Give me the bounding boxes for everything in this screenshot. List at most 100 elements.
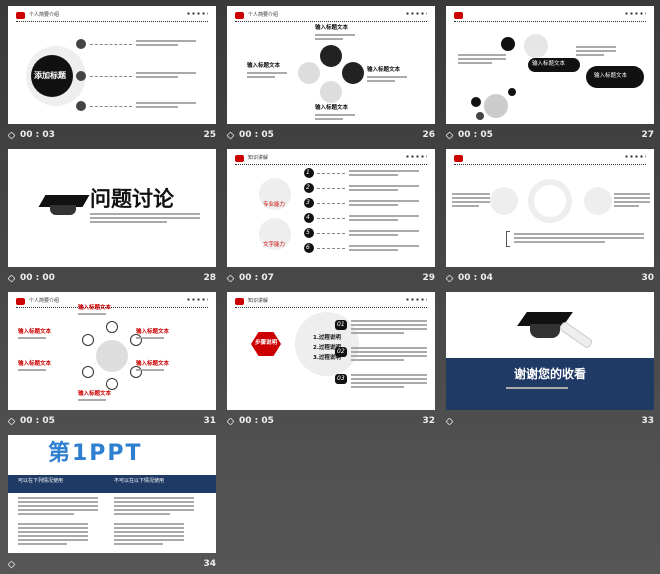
text-line — [458, 58, 506, 60]
text-line — [136, 76, 178, 78]
circle — [76, 101, 86, 111]
text-line — [136, 44, 178, 46]
slide-thumbnail[interactable]: 问题讨论 — [8, 149, 216, 267]
circle — [476, 112, 484, 120]
text-line — [452, 197, 490, 199]
circle — [584, 187, 612, 215]
text-line — [349, 170, 419, 172]
step-badge — [335, 347, 347, 357]
text-line — [576, 46, 616, 48]
transition-icon — [226, 131, 235, 140]
text-line — [614, 205, 640, 207]
circle — [320, 81, 342, 103]
label: 2.过程说明 — [313, 345, 341, 351]
slide-thumbnail[interactable]: 知识讲解 专业能力 文字能力 1 2 3 4 5 6 — [227, 149, 435, 267]
label: 输入标题文本 — [78, 391, 112, 397]
label: 不可以在以下情况使用 — [114, 478, 165, 484]
text-line — [351, 359, 405, 361]
circle — [501, 37, 515, 51]
step: 3 — [306, 199, 310, 206]
step: 1 — [306, 169, 310, 176]
timing: 00 : 04 — [458, 273, 493, 283]
slide-number: 30 — [641, 273, 654, 283]
arrow — [317, 218, 345, 219]
slide-number: 33 — [641, 416, 654, 426]
timing: 00 : 03 — [20, 130, 55, 140]
header-icon — [235, 155, 244, 162]
brace — [506, 231, 510, 247]
band — [446, 358, 654, 410]
step: 02 — [337, 348, 345, 355]
text-line — [349, 234, 398, 236]
text-line — [349, 189, 398, 191]
header-rule — [235, 21, 427, 22]
scroll — [558, 320, 594, 350]
text-line — [351, 355, 427, 357]
text-line — [576, 54, 604, 56]
text-line — [114, 523, 184, 525]
cap-base — [50, 205, 76, 215]
text-line — [351, 332, 405, 334]
slide-number: 28 — [203, 273, 216, 283]
header-dots — [186, 298, 208, 301]
transition-icon — [7, 274, 16, 283]
label: 输入标题文本 — [315, 25, 349, 31]
slide-thumbnail[interactable]: 个人简要介绍 添加标题 — [8, 6, 216, 124]
text-line — [315, 38, 343, 40]
text-line — [452, 201, 490, 203]
arrow — [317, 203, 345, 204]
text-line — [351, 386, 405, 388]
label: 输入标题文本 — [18, 329, 52, 335]
slide-thumbnail[interactable]: 个人简要介绍 输入标题文本 输入标题文本 输入标题文本 输入标题文本 输入标题文本 输入标题… — [8, 292, 216, 410]
header-icon — [454, 155, 463, 162]
circle — [471, 97, 481, 107]
text-line — [18, 369, 46, 371]
slide-thumbnail[interactable] — [446, 149, 654, 267]
slide-thumbnail[interactable]: 谢谢您的收看 — [446, 292, 654, 410]
label: 输入标题文本 — [315, 105, 349, 111]
slide-thumbnail[interactable]: 知识讲解 步骤说明 1.过程说明 2.过程说明 3.过程说明 01 02 03 — [227, 292, 435, 410]
text-line — [114, 527, 184, 529]
transition-icon — [445, 131, 454, 140]
text-line — [18, 543, 67, 545]
slide-thumbnail[interactable]: 输入标题文本 输入标题文本 — [446, 6, 654, 124]
transition-icon — [445, 274, 454, 283]
header-dots — [186, 12, 208, 15]
circle — [31, 55, 73, 97]
transition-icon — [445, 417, 454, 426]
slide-thumbnail[interactable]: 第1PPT 可以在下列情况使用 不可以在以下情况使用 — [8, 435, 216, 553]
circle — [524, 34, 548, 58]
slide-title: 步骤说明 — [255, 340, 278, 346]
step: 2 — [306, 184, 310, 191]
header-icon — [454, 12, 463, 19]
text-line — [367, 80, 395, 82]
header-icon — [16, 298, 25, 305]
text-line — [351, 328, 427, 330]
header-rule — [454, 21, 646, 22]
text-line — [247, 76, 275, 78]
text-line — [514, 241, 605, 243]
label: 输入标题文本 — [78, 305, 112, 311]
text-line — [315, 34, 355, 36]
circle — [298, 62, 320, 84]
circle — [82, 366, 94, 378]
pill — [528, 58, 580, 72]
text-line — [114, 505, 194, 507]
slide-number: 32 — [422, 416, 435, 426]
text-line — [351, 374, 427, 376]
circle — [130, 366, 142, 378]
text-line — [247, 72, 287, 74]
circle — [490, 187, 518, 215]
slide-number: 26 — [422, 130, 435, 140]
arrow — [317, 248, 345, 249]
header-rule — [235, 164, 427, 165]
text-line — [18, 509, 98, 511]
text-line — [349, 215, 419, 217]
header-text: 个人简要介绍 — [29, 12, 60, 18]
pill — [586, 66, 644, 88]
text-line — [136, 106, 178, 108]
slide-thumbnail[interactable]: 个人简要介绍 输入标题文本 输入标题文本 输入标题文本 输入标题文本 — [227, 6, 435, 124]
header-rule — [454, 164, 646, 165]
text-line — [349, 245, 419, 247]
header-text: 知识讲解 — [248, 155, 269, 161]
